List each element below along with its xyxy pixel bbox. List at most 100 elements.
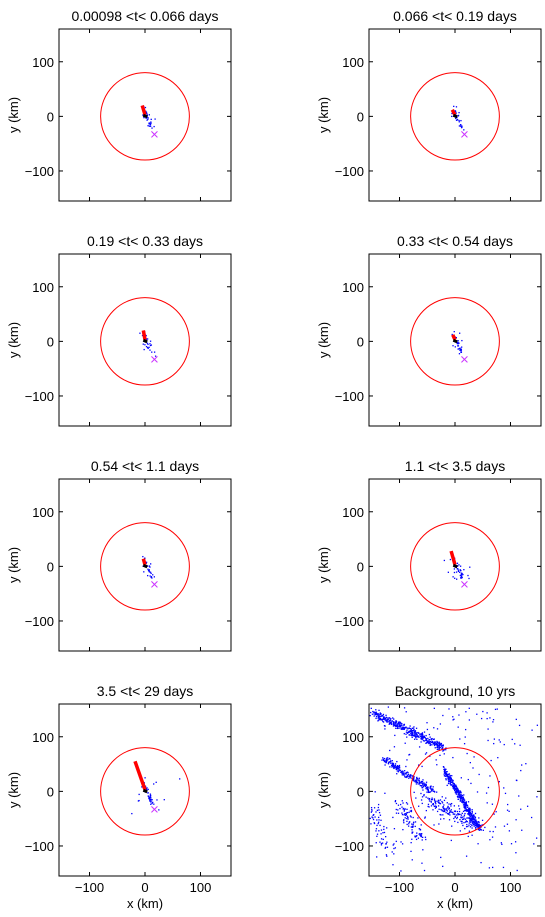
event-point <box>463 798 465 800</box>
event-point <box>412 777 414 779</box>
event-point <box>372 818 375 821</box>
event-point <box>147 795 150 797</box>
event-point <box>413 821 415 823</box>
station-marker <box>151 581 158 588</box>
event-point <box>458 348 460 350</box>
event-point <box>378 811 381 814</box>
event-point <box>447 777 449 780</box>
event-point <box>437 805 440 807</box>
event-point <box>380 715 383 717</box>
event-point <box>410 730 413 732</box>
event-point <box>473 814 475 816</box>
event-point <box>415 838 418 841</box>
event-point <box>151 351 153 353</box>
station-marker <box>151 356 158 363</box>
event-point <box>449 810 451 812</box>
event-point <box>421 862 423 864</box>
mainshock-line <box>142 563 148 569</box>
event-point <box>441 744 444 747</box>
event-point <box>490 759 492 762</box>
event-point <box>390 723 392 726</box>
event-point <box>473 820 476 822</box>
event-point <box>440 742 443 745</box>
event-point <box>414 733 416 735</box>
event-point <box>455 790 457 792</box>
event-point <box>456 562 459 564</box>
event-point <box>434 747 436 749</box>
event-point <box>377 821 380 823</box>
event-point <box>434 807 437 809</box>
event-point <box>444 810 446 813</box>
event-point <box>443 809 445 812</box>
event-point <box>149 340 152 342</box>
event-point <box>396 723 399 725</box>
event-point <box>418 783 421 785</box>
event-point <box>406 732 409 734</box>
event-point <box>382 721 385 723</box>
event-point <box>455 786 458 788</box>
event-point <box>421 787 423 789</box>
event-point <box>441 745 443 747</box>
event-point <box>151 802 153 805</box>
event-point <box>499 741 501 743</box>
event-point <box>411 735 413 737</box>
event-point <box>149 566 151 568</box>
event-point <box>407 731 409 733</box>
event-point <box>392 723 395 725</box>
event-point <box>415 733 417 735</box>
event-point <box>454 346 456 348</box>
event-point <box>151 577 153 579</box>
event-point <box>453 784 455 786</box>
event-point <box>382 718 384 721</box>
event-point <box>387 718 390 720</box>
event-point <box>146 119 148 121</box>
event-point <box>442 805 444 808</box>
event-point <box>418 805 420 807</box>
event-point <box>422 849 424 851</box>
event-point <box>426 742 428 744</box>
event-point <box>438 743 440 745</box>
event-point <box>456 814 458 816</box>
event-point <box>456 816 459 819</box>
event-point <box>411 838 413 840</box>
panel-title: 0.33 <t< 0.54 days <box>397 233 513 249</box>
event-point <box>439 723 442 725</box>
event-point <box>383 831 386 834</box>
event-point <box>457 814 459 816</box>
event-point <box>406 820 408 822</box>
event-point <box>458 805 460 807</box>
event-point <box>376 833 379 835</box>
event-point <box>395 720 397 723</box>
plot-area <box>100 72 190 161</box>
event-point <box>401 726 403 728</box>
event-point <box>386 721 388 723</box>
event-point <box>433 738 435 740</box>
x-tick-label: −100 <box>385 880 414 895</box>
event-point <box>495 811 497 813</box>
plot-area <box>100 297 190 386</box>
event-point <box>401 813 404 816</box>
event-point <box>443 559 446 562</box>
event-point <box>445 775 447 777</box>
event-point <box>423 782 425 784</box>
event-point <box>384 792 386 794</box>
event-point <box>373 715 375 717</box>
event-point <box>478 823 480 825</box>
event-point <box>427 787 429 789</box>
event-point <box>450 777 452 780</box>
event-point <box>457 569 460 571</box>
event-point <box>439 744 441 747</box>
event-point <box>468 810 471 813</box>
event-point <box>409 815 412 817</box>
event-point <box>456 787 458 789</box>
event-point <box>468 830 471 832</box>
event-point <box>466 817 468 819</box>
event-point <box>449 775 451 777</box>
event-point <box>403 819 405 821</box>
event-point <box>148 571 151 573</box>
event-point <box>138 793 140 796</box>
event-point <box>418 828 420 830</box>
event-point <box>410 826 412 828</box>
event-point <box>427 805 429 808</box>
